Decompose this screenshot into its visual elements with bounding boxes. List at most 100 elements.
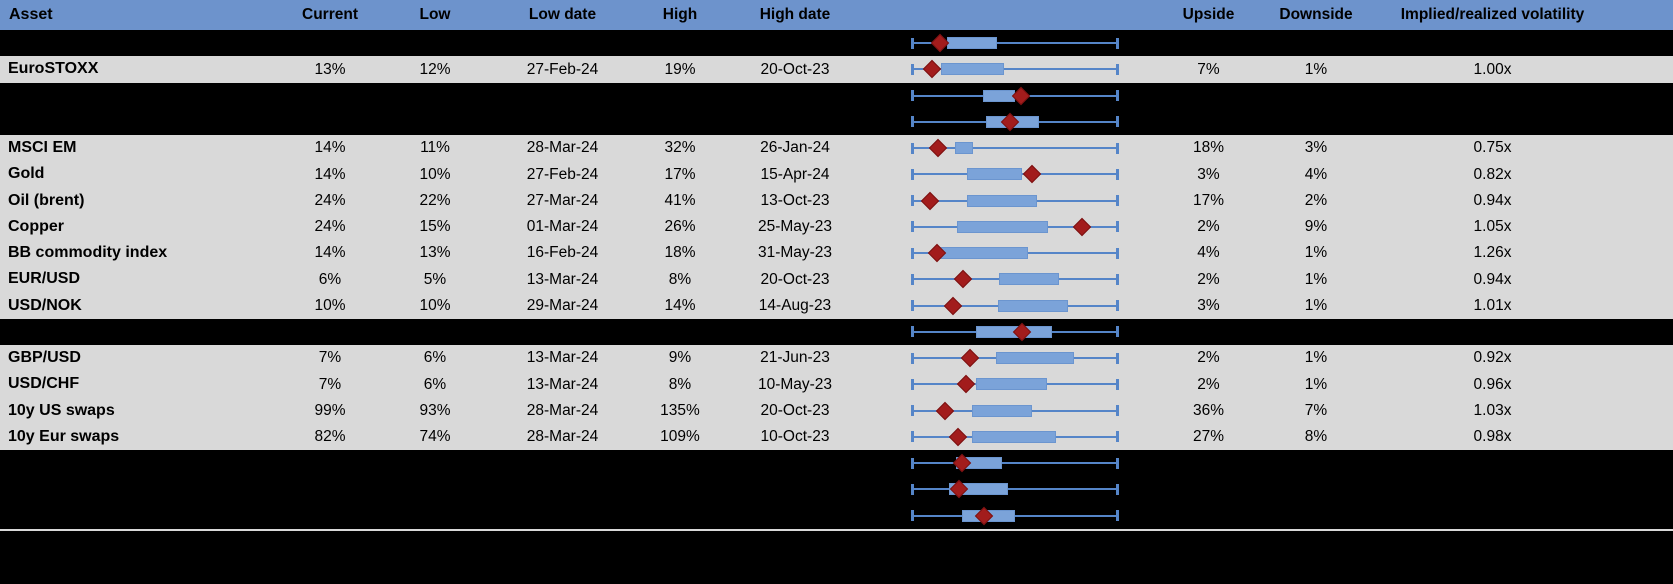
- value-high-date: 26-Jan-24: [760, 139, 830, 157]
- value-upside: 2%: [1197, 218, 1220, 236]
- page-background-footer: [0, 530, 1673, 582]
- col-header-low-date: Low date: [528, 6, 597, 24]
- table-spacer-row: [0, 108, 1673, 135]
- asset-name: 10y Eur swaps: [8, 427, 120, 445]
- whisker-cap-left: [911, 457, 914, 469]
- range-box: [940, 63, 1005, 76]
- value-impl-real: 0.92x: [1473, 349, 1512, 367]
- col-header-high: High: [662, 6, 698, 24]
- whisker-cap-right: [1116, 352, 1119, 364]
- value-low-date: 13-Mar-24: [526, 349, 599, 367]
- value-low: 74%: [419, 428, 451, 446]
- table-row: USD/NOK 10% 10% 29-Mar-24 14% 14-Aug-23 3% 1% 1.…: [0, 292, 1673, 319]
- value-low: 5%: [423, 270, 447, 288]
- value-high: 9%: [668, 349, 692, 367]
- value-impl-real: 0.98x: [1473, 428, 1512, 446]
- table-row: Copper 24% 15% 01-Mar-24 26% 25-May-23 2% 9% 1.0…: [0, 213, 1673, 240]
- whisker-line: [912, 68, 1117, 71]
- current-level-diamond-marker: [956, 375, 975, 394]
- value-high-date: 31-May-23: [757, 244, 833, 262]
- table-row: USD/CHF 7% 6% 13-Mar-24 8% 10-May-23 2% 1% 0.96x: [0, 371, 1673, 398]
- asset-name: USD/NOK: [8, 296, 82, 314]
- current-level-diamond-marker: [928, 138, 948, 158]
- value-low: 22%: [419, 191, 451, 209]
- value-impl-real: 1.03x: [1473, 401, 1512, 419]
- value-low: 13%: [419, 244, 451, 262]
- value-current: 7%: [318, 375, 342, 393]
- value-downside: 8%: [1304, 428, 1328, 446]
- value-high: 41%: [664, 191, 696, 209]
- value-upside: 36%: [1192, 401, 1225, 419]
- value-low-date: 28-Mar-24: [526, 401, 599, 419]
- range-box: [975, 378, 1047, 391]
- whisker-cap-left: [911, 90, 914, 102]
- value-current: 7%: [318, 349, 342, 367]
- value-upside: 7%: [1197, 60, 1220, 78]
- whisker-cap-right: [1116, 378, 1119, 390]
- col-header-downside: Downside: [1279, 6, 1353, 24]
- table-body: EuroSTOXX 13% 12% 27-Feb-24 19% 20-Oct-23 7% 1%…: [0, 30, 1673, 529]
- value-downside: 2%: [1304, 191, 1328, 209]
- value-low-date: 29-Mar-24: [526, 296, 599, 314]
- value-low-date: 16-Feb-24: [526, 244, 599, 262]
- whisker-cap-left: [911, 37, 914, 49]
- table-bottom-border: [0, 528, 1673, 531]
- table-row: EuroSTOXX 13% 12% 27-Feb-24 19% 20-Oct-23 7% 1%…: [0, 56, 1673, 83]
- whisker-cap-right: [1116, 326, 1119, 338]
- value-current: 13%: [314, 60, 346, 78]
- table-row: GBP/USD 7% 6% 13-Mar-24 9% 21-Jun-23 2% 1% 0.92x: [0, 345, 1673, 372]
- current-level-diamond-marker: [960, 348, 980, 368]
- whisker-cap-right: [1116, 90, 1119, 102]
- asset-name: USD/CHF: [8, 375, 80, 393]
- value-downside: 1%: [1304, 270, 1328, 288]
- value-impl-real: 0.94x: [1473, 191, 1512, 209]
- table-row: 10y US swaps 99% 93% 28-Mar-24 135% 20-Oct-23…: [0, 397, 1673, 424]
- table-row: Gold 14% 10% 27-Feb-24 17% 15-Apr-24 3% 4% 0.82x: [0, 161, 1673, 188]
- value-impl-real: 0.75x: [1473, 139, 1512, 157]
- current-level-diamond-marker: [920, 191, 940, 210]
- whisker-cap-left: [911, 221, 914, 233]
- whisker-cap-left: [911, 405, 914, 417]
- whisker-cap-left: [911, 63, 914, 75]
- asset-name: MSCI EM: [8, 139, 77, 157]
- range-box: [971, 404, 1033, 417]
- table-spacer-row: [0, 30, 1673, 57]
- value-low: 93%: [419, 401, 451, 419]
- asset-name: GBP/USD: [8, 349, 81, 367]
- col-header-low: Low: [419, 6, 451, 24]
- table-spacer-row: [0, 82, 1673, 109]
- value-impl-real: 0.96x: [1473, 375, 1512, 393]
- table-row: EUR/USD 6% 5% 13-Mar-24 8% 20-Oct-23 2% 1% 0.94x: [0, 266, 1673, 293]
- whisker-cap-right: [1116, 37, 1119, 49]
- value-high: 19%: [664, 60, 696, 78]
- value-current: 6%: [318, 270, 342, 288]
- value-high-date: 20-Oct-23: [760, 270, 830, 288]
- current-level-diamond-marker: [922, 60, 942, 79]
- whisker-cap-left: [911, 116, 914, 128]
- value-upside: 4%: [1197, 244, 1220, 262]
- value-impl-real: 0.94x: [1473, 270, 1512, 288]
- value-current: 24%: [314, 218, 346, 236]
- value-upside: 27%: [1192, 428, 1225, 446]
- range-box: [971, 430, 1056, 443]
- whisker-cap-right: [1116, 221, 1119, 233]
- value-upside: 17%: [1192, 191, 1225, 209]
- current-level-diamond-marker: [1072, 217, 1091, 237]
- value-high-date: 20-Oct-23: [760, 401, 830, 419]
- value-low-date: 28-Mar-24: [526, 139, 599, 157]
- value-downside: 4%: [1304, 165, 1328, 183]
- whisker-cap-left: [911, 510, 914, 522]
- value-high: 14%: [664, 296, 696, 314]
- current-level-diamond-marker: [935, 401, 955, 420]
- value-downside: 1%: [1304, 60, 1328, 78]
- whisker-cap-left: [911, 273, 914, 285]
- value-high: 135%: [660, 401, 700, 419]
- whisker-cap-right: [1116, 63, 1119, 75]
- current-level-diamond-marker: [943, 296, 962, 315]
- range-box: [966, 168, 1022, 181]
- range-box: [966, 194, 1038, 207]
- asset-name: EuroSTOXX: [8, 60, 99, 78]
- value-high-date: 15-Apr-24: [760, 165, 830, 183]
- asset-name: 10y US swaps: [8, 401, 115, 419]
- value-current: 14%: [314, 165, 346, 183]
